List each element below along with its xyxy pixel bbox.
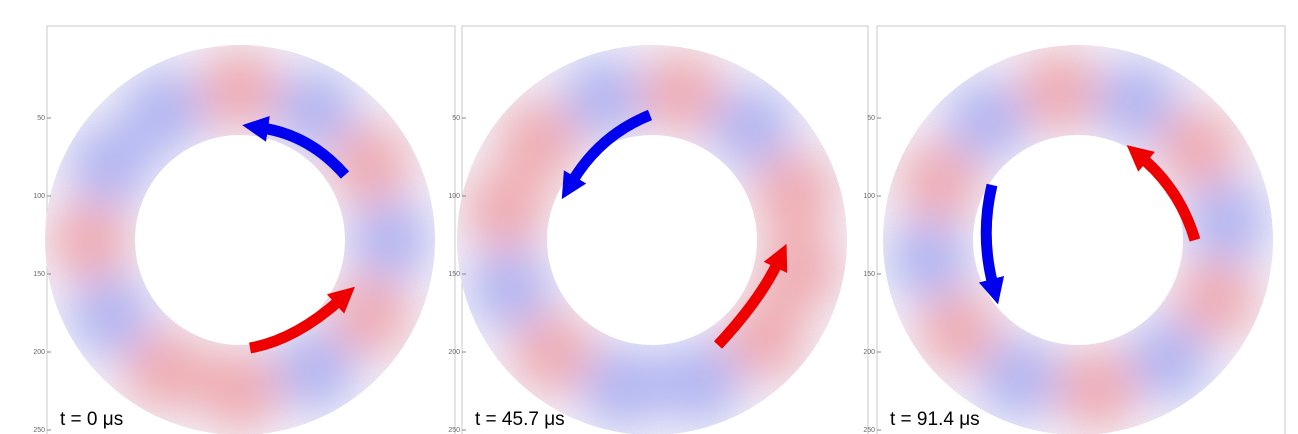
y-tick-label: 150 — [33, 271, 45, 278]
y-tick-label: 250 — [863, 427, 875, 434]
y-tick-label: 200 — [863, 349, 875, 356]
time-label: t = 91.4 μs — [890, 409, 980, 430]
y-tick-label: 100 — [448, 193, 460, 200]
speckle — [883, 45, 1273, 434]
y-tick-label: 200 — [33, 349, 45, 356]
y-tick-label: 150 — [863, 271, 875, 278]
y-tick-label: 100 — [863, 193, 875, 200]
y-tick-label: 200 — [448, 349, 460, 356]
y-tick-label: 250 — [33, 427, 45, 434]
time-label: t = 45.7 μs — [475, 409, 565, 430]
speckle — [45, 45, 435, 434]
speckle — [457, 45, 847, 434]
ring — [883, 45, 1273, 434]
y-tick-label: 50 — [867, 115, 875, 122]
y-tick-label: 150 — [448, 271, 460, 278]
ring — [457, 45, 847, 434]
y-tick-label: 250 — [448, 427, 460, 434]
y-tick-label: 50 — [452, 115, 460, 122]
panel: 50 100 150 200 250 t = 45.7 μs — [448, 26, 868, 434]
time-label: t = 0 μs — [60, 409, 123, 430]
y-tick-label: 100 — [33, 193, 45, 200]
figure: 50 100 150 200 250 t = 0 μs 50 100 150 200 250 t = … — [0, 0, 1298, 434]
ring — [45, 45, 435, 434]
panel: 50 100 150 200 250 t = 0 μs — [33, 26, 455, 434]
y-tick-label: 50 — [37, 115, 45, 122]
panel: 50 100 150 200 250 t = 91.4 μs — [863, 26, 1285, 434]
